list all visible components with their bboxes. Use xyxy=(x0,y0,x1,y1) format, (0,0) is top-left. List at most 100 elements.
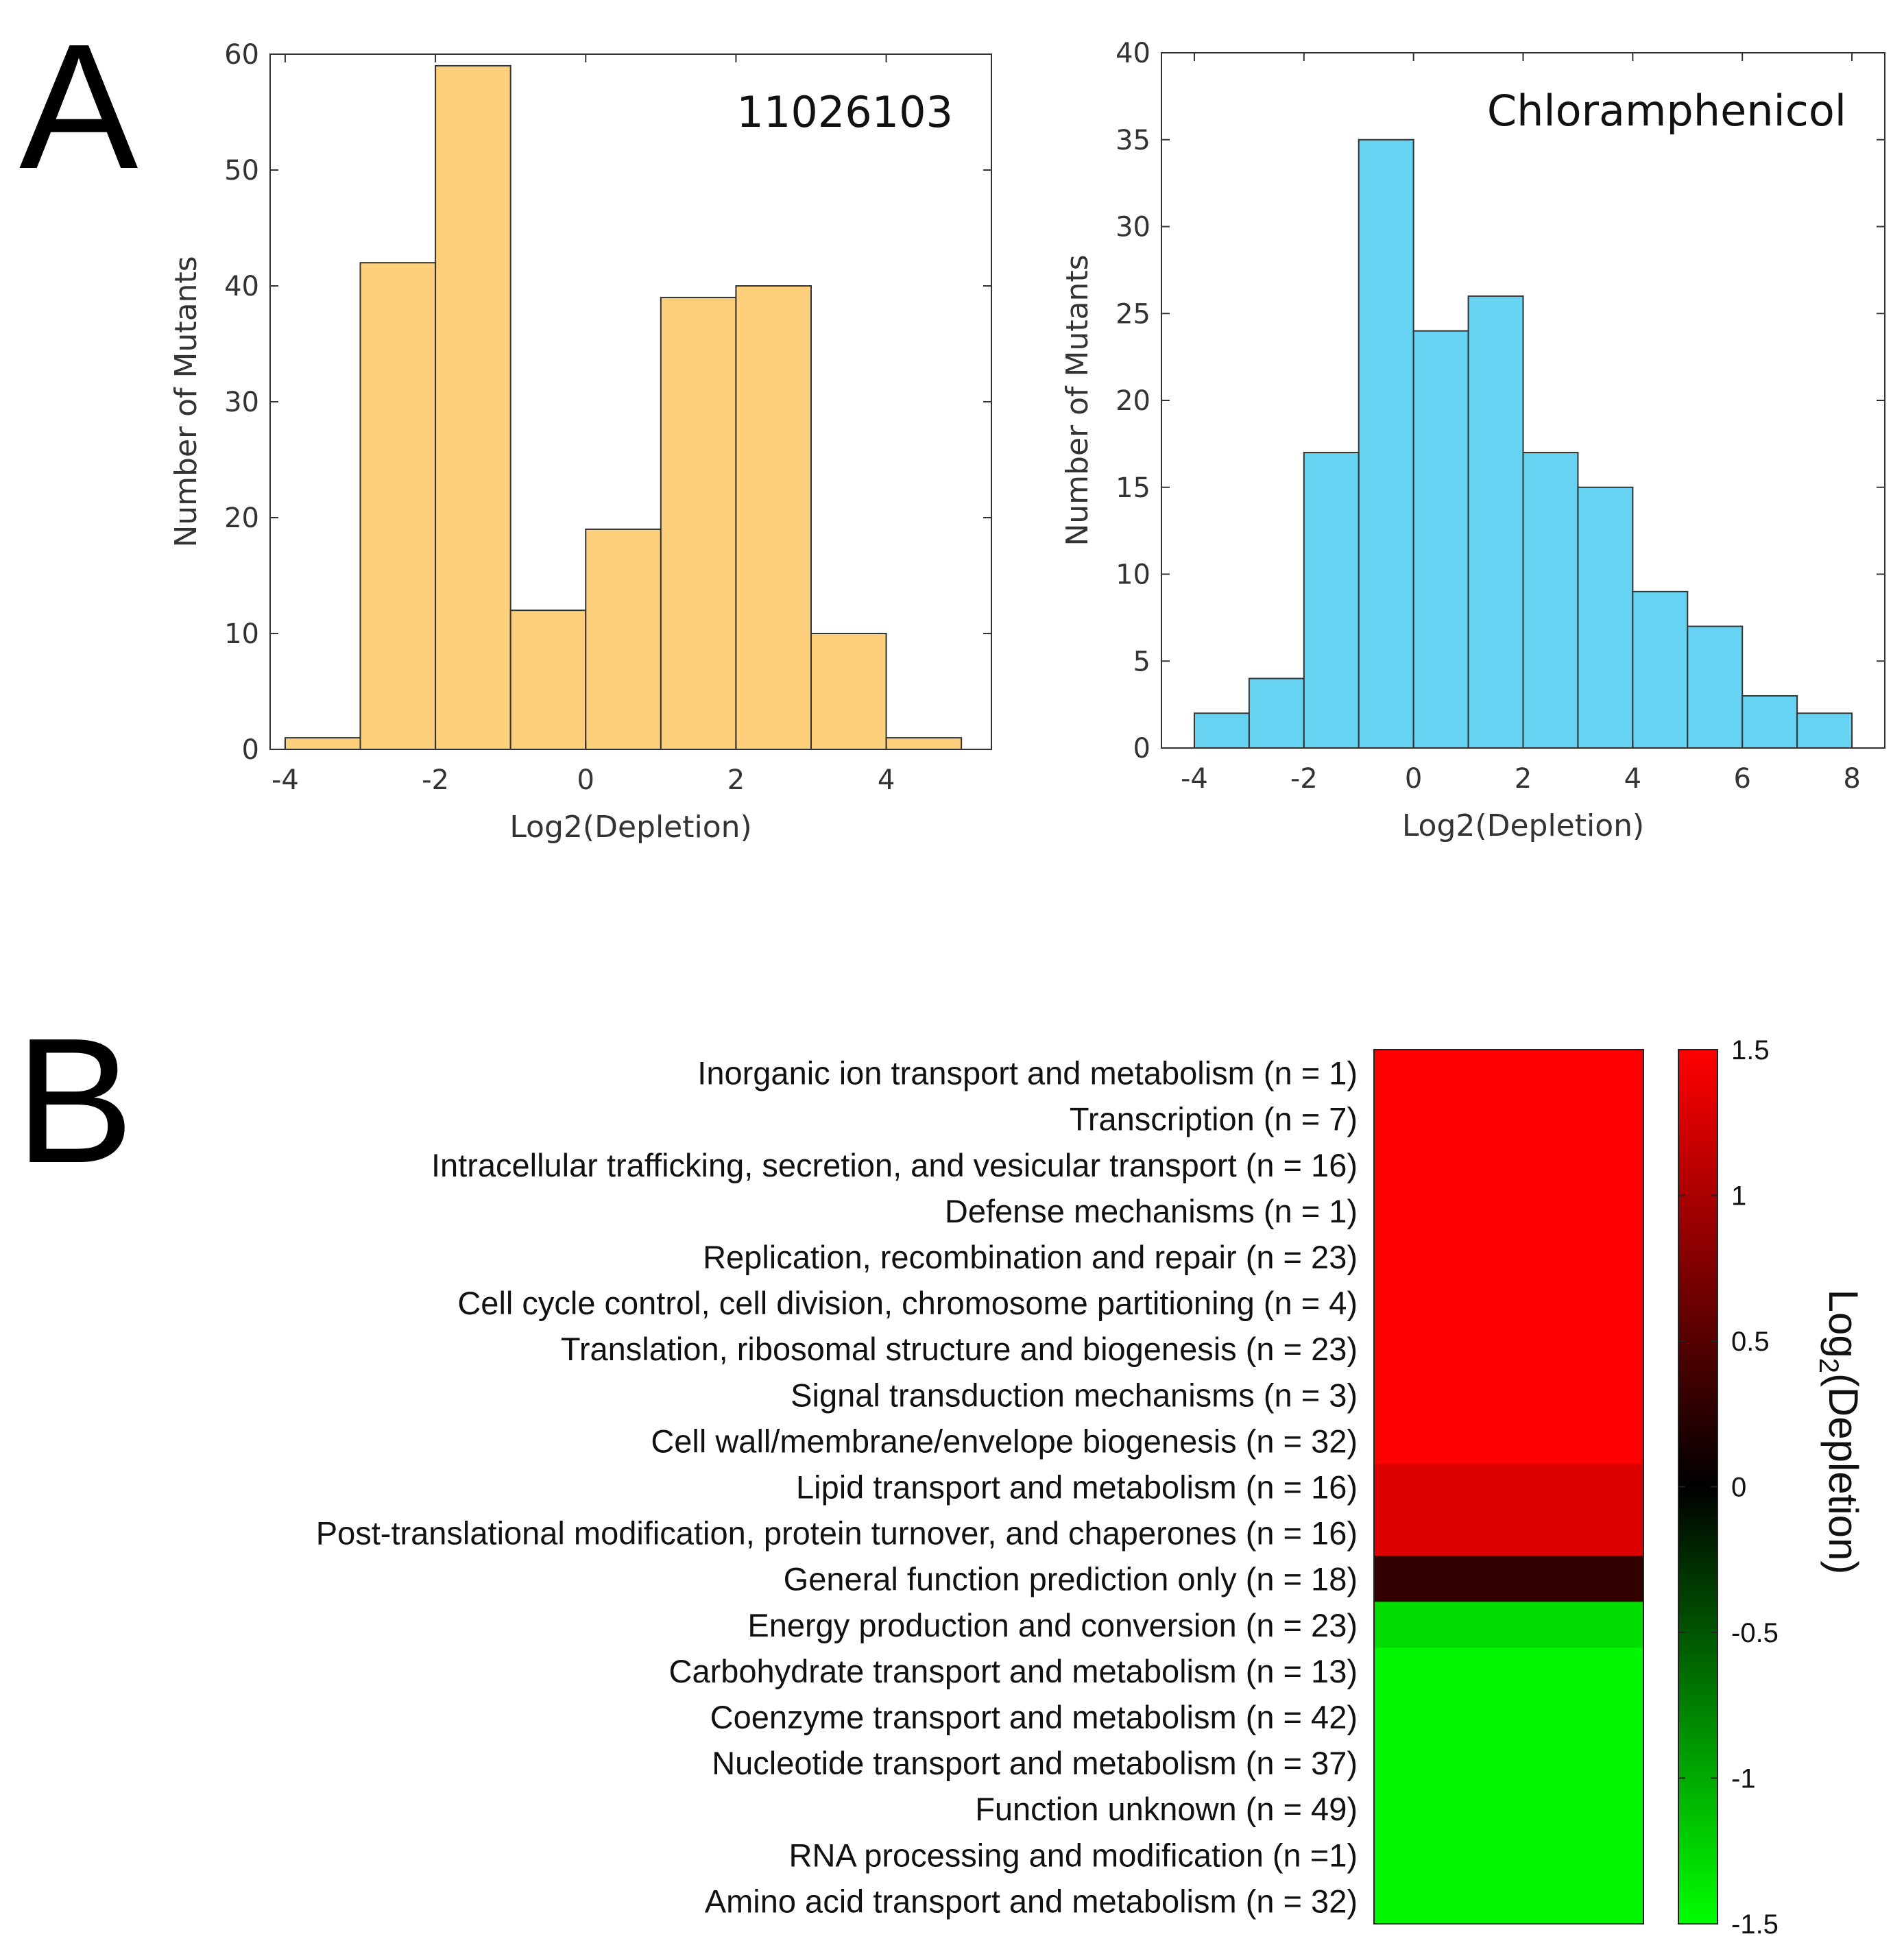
y-tick-label: 30 xyxy=(1116,212,1150,243)
histogram-bar-5 xyxy=(1412,330,1469,749)
x-tick-label: 6 xyxy=(1733,763,1750,795)
category-label: Replication, recombination and repair (n… xyxy=(703,1239,1358,1275)
histogram-bar-5 xyxy=(585,528,662,751)
y-tick-label: 0 xyxy=(1133,733,1150,764)
x-tick-label: 4 xyxy=(1624,763,1641,795)
histogram-bar-4 xyxy=(1358,138,1414,749)
category-label: Cell wall/membrane/envelope biogenesis (… xyxy=(651,1423,1358,1459)
histogram-bar-3 xyxy=(435,64,511,750)
colorbar-tick-label: 1 xyxy=(1731,1181,1746,1211)
y-tick-label: 50 xyxy=(224,155,259,186)
x-tick-label: -4 xyxy=(272,764,299,796)
colorbar-label-main: Log xyxy=(1820,1290,1866,1358)
heatmap-cell-5 xyxy=(1374,1233,1643,1281)
heatmap-cell-19 xyxy=(1374,1877,1643,1924)
x-axis-label: Log2(Depletion) xyxy=(509,810,751,845)
panel-letter-a: A xyxy=(19,8,139,206)
panel-letter-b: B xyxy=(15,1002,134,1200)
heatmap-cell-8 xyxy=(1374,1371,1643,1419)
category-label: General function prediction only (n = 18… xyxy=(784,1561,1358,1597)
category-label: Carbohydrate transport and metabolism (n… xyxy=(669,1653,1358,1689)
y-tick-label: 40 xyxy=(1116,38,1150,69)
y-tick-label: 40 xyxy=(224,271,259,302)
histogram-bar-11 xyxy=(1742,695,1798,749)
histogram-bar-2 xyxy=(359,262,437,750)
histogram-bar-9 xyxy=(885,737,963,750)
histogram-bar-6 xyxy=(1467,295,1524,749)
heatmap-cell-1 xyxy=(1374,1050,1643,1096)
y-tick-label: 10 xyxy=(224,618,259,650)
heatmap-frame xyxy=(1373,1049,1644,1924)
heatmap-cell-4 xyxy=(1374,1187,1643,1235)
histogram-bar-8 xyxy=(1577,486,1634,749)
colorbar-label: Log2(Depletion) xyxy=(1813,1290,1866,1575)
colorbar-tick-label: 0 xyxy=(1731,1473,1746,1503)
y-tick-label: 30 xyxy=(224,387,259,418)
x-tick-label: 4 xyxy=(878,764,895,796)
axis-ticks: -4 -2 0 2 4 6 8 0 5 10 15 20 25 30 35 40 xyxy=(1116,38,1885,795)
heatmap-cell-17 xyxy=(1374,1785,1643,1833)
category-label: Nucleotide transport and metabolism (n =… xyxy=(712,1745,1358,1781)
category-label: Transcription (n = 7) xyxy=(1070,1101,1358,1137)
heatmap-cell-9 xyxy=(1374,1417,1643,1464)
histogram-bar-3 xyxy=(1303,452,1360,749)
category-label: RNA processing and modification (n =1) xyxy=(789,1837,1358,1873)
chart-title: Chloramphenicol xyxy=(1487,86,1846,136)
category-label: Intracellular trafficking, secretion, an… xyxy=(431,1147,1358,1183)
heatmap-cell-3 xyxy=(1374,1142,1643,1188)
x-tick-label: -2 xyxy=(1290,763,1318,795)
histogram-bar-7 xyxy=(735,285,812,750)
category-label: Energy production and conversion (n = 23… xyxy=(747,1607,1358,1643)
y-axis-label: Number of Mutants xyxy=(169,256,204,547)
colorbar-tick-label: 1.5 xyxy=(1731,1035,1770,1065)
category-label: Amino acid transport and metabolism (n =… xyxy=(705,1883,1358,1919)
heatmap-cell-7 xyxy=(1374,1325,1643,1373)
heatmap-cell-12 xyxy=(1374,1556,1643,1602)
colorbar-label-subscript: 2 xyxy=(1813,1358,1844,1373)
colorbar-label-rest: (Depletion) xyxy=(1820,1373,1866,1574)
colorbar-ticks: 1.5 1 0.5 0 -0.5 -1 -1.5 xyxy=(1678,1035,1779,1940)
x-tick-label: 0 xyxy=(577,764,594,796)
category-label: Signal transduction mechanisms (n = 3) xyxy=(791,1377,1358,1413)
y-tick-label: 5 xyxy=(1133,646,1150,677)
category-label: Translation, ribosomal structure and bio… xyxy=(561,1331,1358,1367)
histogram-bar-12 xyxy=(1796,712,1853,749)
histogram-bar-9 xyxy=(1632,590,1689,749)
heatmap-cell-11 xyxy=(1374,1510,1643,1556)
y-tick-label: 60 xyxy=(224,39,259,71)
histogram-bar-6 xyxy=(660,296,737,750)
y-tick-label: 35 xyxy=(1116,125,1150,156)
category-label: Inorganic ion transport and metabolism (… xyxy=(697,1055,1358,1091)
category-label: Lipid transport and metabolism (n = 16) xyxy=(796,1469,1358,1506)
heatmap-cell-16 xyxy=(1374,1739,1643,1787)
y-tick-label: 20 xyxy=(1116,385,1150,417)
category-heatmap: Inorganic ion transport and metabolism (… xyxy=(316,1049,1644,1924)
category-label: Function unknown (n = 49) xyxy=(975,1791,1358,1827)
category-label: Cell cycle control, cell division, chrom… xyxy=(457,1285,1358,1321)
x-tick-label: 8 xyxy=(1843,763,1860,795)
x-tick-label: 2 xyxy=(727,764,745,796)
heatmap-cells xyxy=(1374,1050,1643,1924)
y-tick-label: 25 xyxy=(1116,298,1150,330)
heatmap-cell-15 xyxy=(1374,1693,1643,1741)
colorbar-tick-label: -1.5 xyxy=(1731,1909,1779,1940)
y-tick-label: 10 xyxy=(1116,559,1150,591)
category-label: Post-translational modification, protein… xyxy=(316,1515,1358,1552)
histogram-bar-2 xyxy=(1248,677,1305,749)
colorbar-tick-label: -0.5 xyxy=(1731,1618,1779,1648)
heatmap-cell-13 xyxy=(1374,1602,1643,1648)
x-tick-label: -4 xyxy=(1181,763,1208,795)
heatmap-row-labels: Inorganic ion transport and metabolism (… xyxy=(316,1055,1358,1920)
colorbar: 1.5 1 0.5 0 -0.5 -1 -1.5 Log2(Depletion) xyxy=(1678,1035,1866,1940)
category-label: Defense mechanisms (n = 1) xyxy=(945,1193,1358,1229)
histogram-bar-1 xyxy=(1193,712,1250,749)
heatmap-cell-18 xyxy=(1374,1831,1643,1879)
histogram-bar-10 xyxy=(1687,625,1744,749)
histogram-bar-7 xyxy=(1522,452,1579,749)
y-tick-label: 0 xyxy=(242,734,259,766)
y-tick-label: 20 xyxy=(224,503,259,534)
heatmap-cell-10 xyxy=(1374,1463,1643,1510)
